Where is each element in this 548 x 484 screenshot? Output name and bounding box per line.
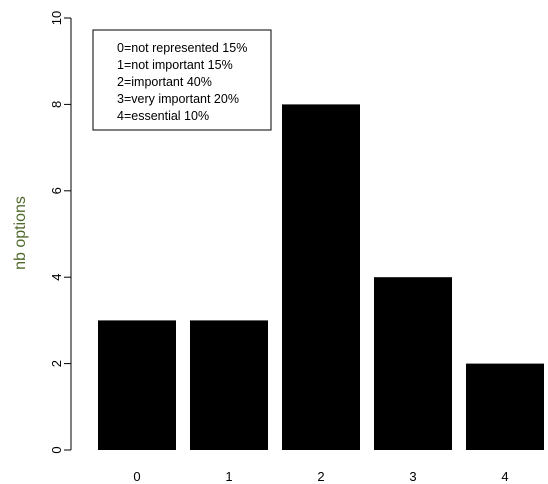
bar-2	[282, 104, 360, 451]
bar-4	[466, 363, 544, 450]
bar-3	[374, 277, 452, 450]
legend-item-4: 4=essential 10%	[117, 109, 209, 123]
legend-item-1: 1=not important 15%	[117, 58, 233, 72]
legend-item-2: 2=important 40%	[117, 75, 212, 89]
legend-box	[92, 29, 272, 131]
legend-item-0: 0=not represented 15%	[117, 41, 247, 55]
bar-1	[190, 320, 268, 450]
x-tick-label-1: 1	[225, 469, 232, 484]
legend-item-3: 3=very important 20%	[117, 92, 239, 106]
y-axis-label: nb options	[12, 196, 29, 270]
y-tick-label-6: 6	[49, 187, 64, 194]
x-tick-label-3: 3	[409, 469, 416, 484]
bar-0	[98, 320, 176, 450]
bars-group	[98, 104, 544, 451]
x-tick-label-2: 2	[317, 469, 324, 484]
y-tick-label-0: 0	[49, 446, 64, 453]
x-ticks-group: 0 1 2 3 4	[133, 469, 508, 484]
x-tick-label-0: 0	[133, 469, 140, 484]
y-tick-label-4: 4	[49, 274, 64, 281]
x-tick-label-4: 4	[501, 469, 508, 484]
y-tick-label-10: 10	[49, 11, 64, 25]
y-ticks-group: 0 2 4 6 8 10	[49, 11, 71, 454]
y-tick-label-2: 2	[49, 360, 64, 367]
legend: 0=not represented 15% 1=not important 15…	[92, 29, 272, 131]
y-tick-label-8: 8	[49, 101, 64, 108]
